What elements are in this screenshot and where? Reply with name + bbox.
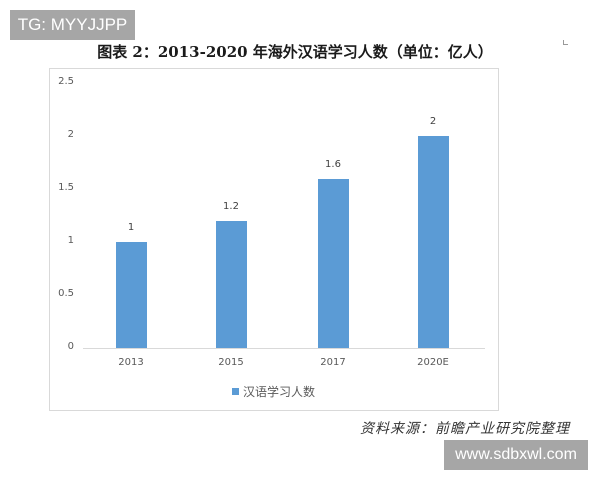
bar-2020E	[418, 136, 449, 348]
y-tick-2: 2	[67, 129, 74, 140]
bar-2013	[116, 242, 147, 348]
legend: 汉语学习人数	[232, 383, 315, 400]
data-label-2017: 1.6	[325, 159, 341, 170]
y-tick-1: 1	[67, 235, 74, 246]
watermark-top: TG: MYYJJPP	[10, 10, 135, 40]
corner-mark	[563, 40, 568, 45]
y-tick-0.5: 0.5	[58, 288, 74, 299]
chart-title: 图表 2：2013-2020 年海外汉语学习人数（单位：亿人）	[97, 43, 493, 61]
watermark-bottom: www.sdbxwl.com	[444, 440, 588, 470]
bar-2015	[216, 221, 247, 348]
data-label-2013: 1	[127, 222, 135, 233]
legend-swatch-icon	[232, 388, 239, 395]
y-tick-0: 0	[67, 341, 74, 352]
legend-label: 汉语学习人数	[243, 385, 316, 399]
source-note: 资料来源：前瞻产业研究院整理	[360, 421, 570, 437]
x-label-2013: 2013	[118, 357, 144, 368]
x-label-2015: 2015	[218, 357, 244, 368]
bar-2017	[318, 179, 349, 348]
data-label-2015: 1.2	[223, 201, 239, 212]
x-axis-line	[83, 348, 485, 349]
y-tick-1.5: 1.5	[58, 182, 74, 193]
x-label-2017: 2017	[320, 357, 346, 368]
y-tick-2.5: 2.5	[58, 76, 74, 87]
x-label-2020E: 2020E	[417, 357, 449, 368]
data-label-2020E: 2	[429, 116, 437, 127]
